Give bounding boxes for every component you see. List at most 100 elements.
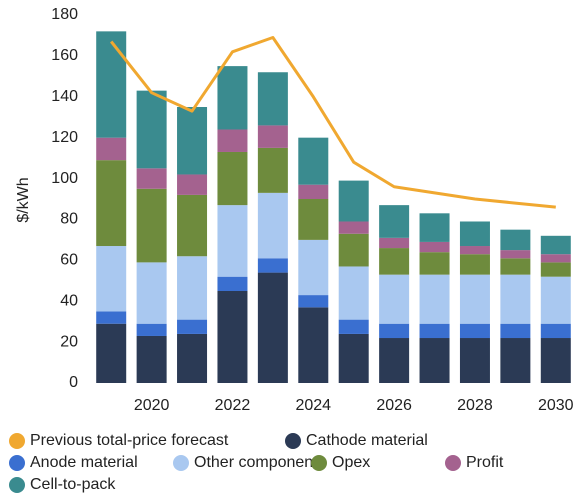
x-tick-label: 2024 — [295, 397, 331, 414]
bar-segment — [379, 274, 410, 324]
bar-segment — [419, 323, 450, 339]
legend-marker — [9, 433, 25, 449]
y-axis-label: $/kWh — [15, 177, 32, 222]
x-tick-label: 2030 — [538, 397, 574, 414]
bar-segment — [96, 246, 127, 312]
bar-segment — [96, 311, 127, 324]
y-tick-label: 80 — [60, 211, 78, 228]
legend-marker — [173, 455, 189, 471]
bar-segment — [540, 338, 571, 383]
bar-segment — [500, 258, 531, 275]
bar-segment — [96, 160, 127, 247]
bar-segment — [459, 254, 490, 275]
y-tick-label: 160 — [51, 47, 78, 64]
bar-segment — [217, 66, 248, 130]
x-tick-label: 2026 — [376, 397, 412, 414]
legend-marker — [9, 455, 25, 471]
bar-segment — [419, 274, 450, 324]
bar-segment — [217, 276, 248, 291]
bar-segment — [298, 199, 329, 240]
bar-segment — [136, 168, 167, 189]
bar-segment — [379, 248, 410, 275]
y-tick-label: 180 — [51, 6, 78, 23]
legend-marker — [285, 433, 301, 449]
bar-segment — [500, 250, 531, 259]
bar-segment — [540, 254, 571, 263]
y-tick-label: 140 — [51, 88, 78, 105]
y-tick-label: 60 — [60, 252, 78, 269]
bar-segment — [217, 205, 248, 277]
x-tick-label: 2022 — [215, 397, 251, 414]
bar-segment — [419, 241, 450, 253]
bar-segment — [338, 333, 369, 383]
y-tick-label: 20 — [60, 333, 78, 350]
bar-segment — [257, 272, 288, 383]
legend-marker — [311, 455, 327, 471]
bar-segment — [459, 274, 490, 324]
bar-segment — [298, 184, 329, 199]
bar-segment — [379, 205, 410, 238]
bar-segment — [96, 137, 127, 161]
x-tick-label: 2020 — [134, 397, 170, 414]
bar-segment — [500, 274, 531, 324]
bar-segment — [177, 194, 208, 257]
bar-segment — [136, 188, 167, 263]
bar-segment — [136, 90, 167, 169]
bar-segment — [338, 221, 369, 234]
legend-marker — [9, 477, 25, 493]
legend-label: Profit — [466, 454, 504, 471]
bar-segment — [257, 125, 288, 148]
legend-marker — [445, 455, 461, 471]
bar-segment — [136, 262, 167, 324]
bar-segment — [500, 323, 531, 339]
bar-segment — [177, 319, 208, 334]
bar-segment — [257, 72, 288, 126]
legend-label: Anode material — [30, 454, 138, 471]
forecast-line — [110, 35, 556, 209]
bar-segment — [177, 256, 208, 320]
bar-segment — [136, 335, 167, 383]
bar-segment — [257, 258, 288, 273]
bar-segment — [459, 323, 490, 339]
bar-segment — [419, 338, 450, 383]
bar-segment — [257, 192, 288, 259]
bar-segment — [540, 235, 571, 255]
bar-segment — [298, 307, 329, 383]
bar-segment — [379, 323, 410, 339]
bar-segment — [459, 246, 490, 255]
bar-segment — [298, 137, 329, 185]
bar-segment — [177, 107, 208, 175]
bar-segment — [217, 129, 248, 152]
bar-segment — [177, 333, 208, 383]
bar-segment — [379, 237, 410, 249]
legend-label: Previous total-price forecast — [30, 432, 229, 449]
legend-label: Cell-to-pack — [30, 476, 116, 493]
bar-segment — [540, 276, 571, 324]
bar-segment — [338, 266, 369, 320]
bar-segment — [338, 180, 369, 222]
bar-segment — [136, 323, 167, 336]
y-tick-label: 40 — [60, 292, 78, 309]
bar-segment — [500, 338, 531, 383]
bar-segment — [177, 174, 208, 195]
x-tick-label: 2028 — [457, 397, 493, 414]
bar-segment — [419, 213, 450, 242]
bar-segment — [298, 295, 329, 308]
bar-segment — [338, 233, 369, 267]
bar-segment — [500, 229, 531, 251]
bar-segment — [217, 151, 248, 206]
bar-segment — [540, 323, 571, 339]
bar-segment — [459, 338, 490, 383]
y-tick-label: 100 — [51, 170, 78, 187]
bar-segment — [459, 221, 490, 247]
y-tick-label: 0 — [69, 374, 78, 391]
bar-segment — [540, 262, 571, 277]
bar-segment — [257, 147, 288, 193]
bar-segment — [96, 31, 127, 138]
bar-segment — [419, 252, 450, 275]
legend-label: Cathode material — [306, 432, 428, 449]
bar-segment — [217, 291, 248, 383]
legend-label: Opex — [332, 454, 370, 471]
y-tick-label: 120 — [51, 129, 78, 146]
